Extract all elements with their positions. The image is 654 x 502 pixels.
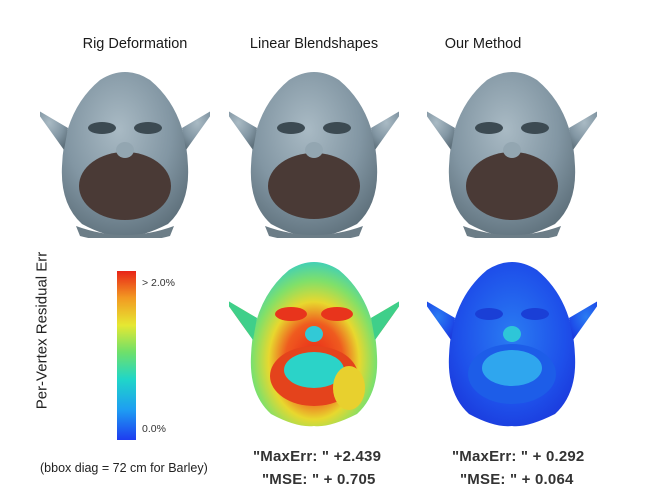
our-method-head-image xyxy=(427,58,597,238)
bbox-footnote: (bbox diag = 72 cm for Barley) xyxy=(40,461,208,475)
ours-maxerr-metric: "MaxErr: " + 0.292 xyxy=(452,448,585,465)
ours-mse-metric: "MSE: " + 0.064 xyxy=(460,471,574,488)
linear-mse-metric: "MSE: " + 0.705 xyxy=(262,471,376,488)
linear-blendshapes-head-image xyxy=(229,58,399,238)
column-title-ours: Our Method xyxy=(444,36,522,52)
colorbar-max-label: > 2.0% xyxy=(142,277,175,289)
column-title-rig: Rig Deformation xyxy=(82,36,188,52)
linear-maxerr-metric: "MaxErr: " +2.439 xyxy=(253,448,382,465)
our-method-error-heatmap xyxy=(427,248,597,428)
error-colorbar xyxy=(117,271,136,440)
linear-blendshapes-error-heatmap xyxy=(229,248,399,428)
colorbar-axis-label: Per-Vertex Residual Err xyxy=(33,251,51,410)
column-title-linear: Linear Blendshapes xyxy=(249,36,379,52)
colorbar-min-label: 0.0% xyxy=(142,423,166,435)
rig-deformation-head-image xyxy=(40,58,210,238)
